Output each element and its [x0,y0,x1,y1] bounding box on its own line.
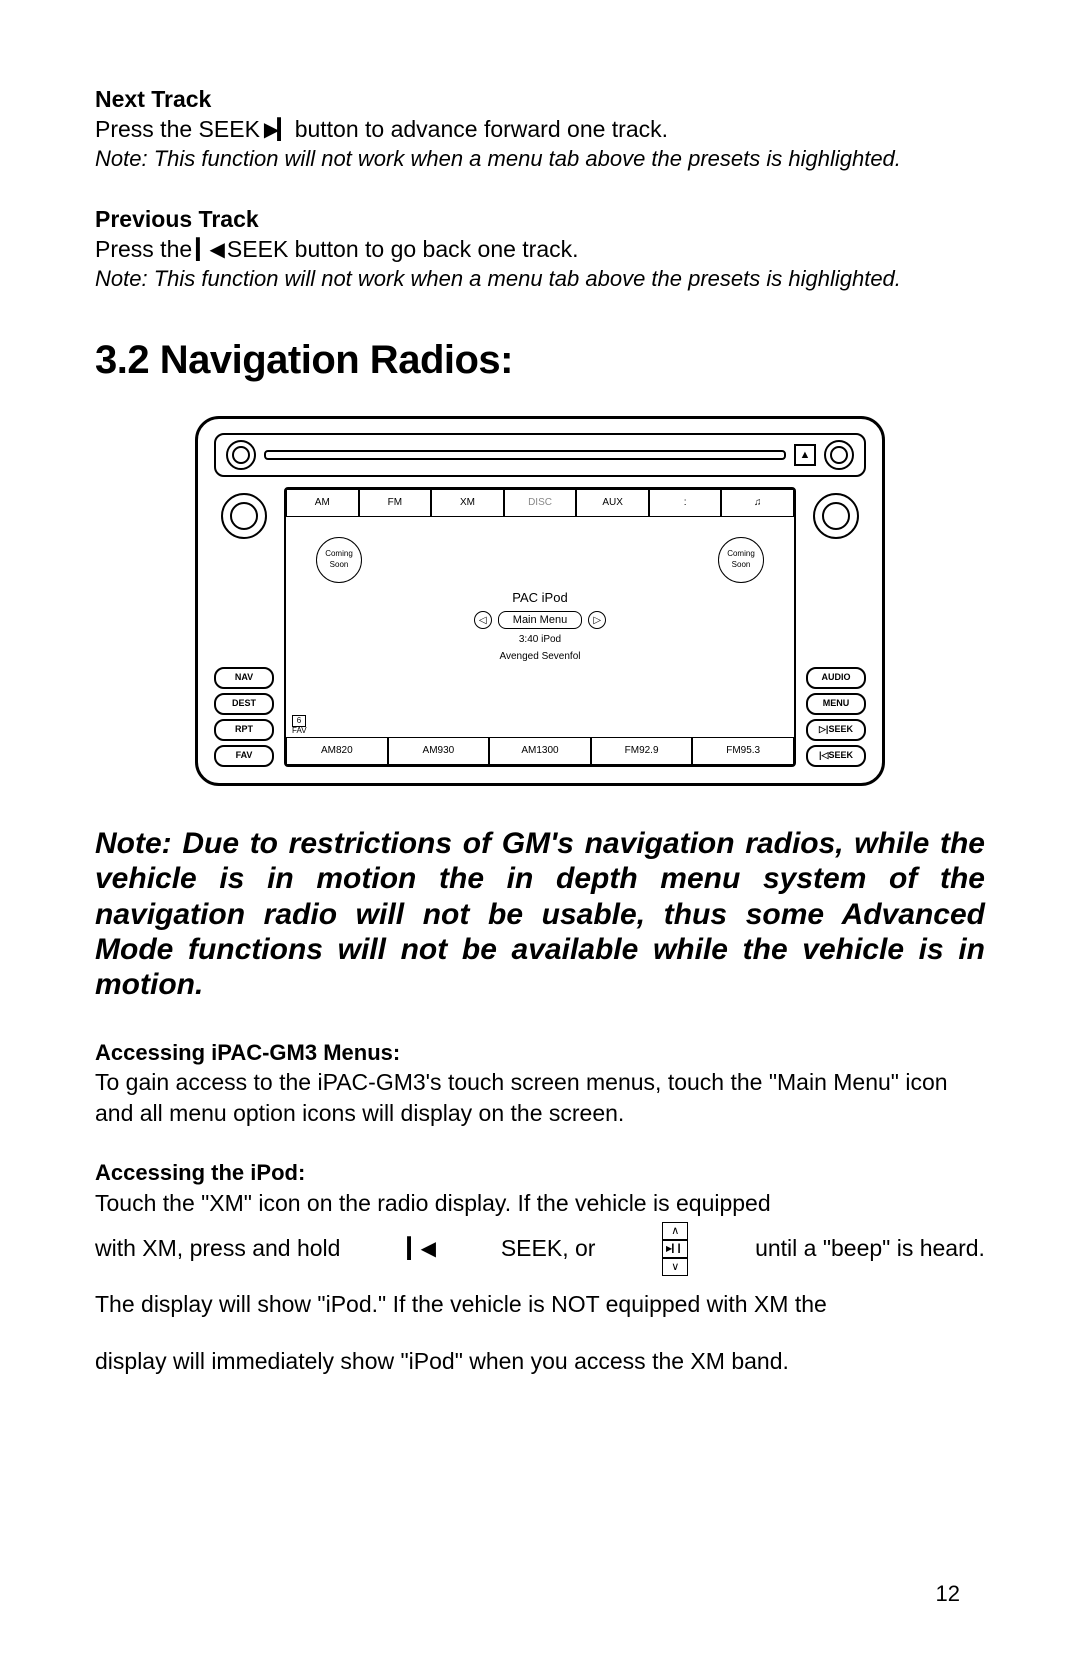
menus-body: To gain access to the iPAC-GM3's touch s… [95,1067,985,1129]
eject-icon: ▲ [794,444,816,466]
ipod-line4: display will immediately show "iPod" whe… [95,1346,985,1377]
next-track-heading: Next Track [95,85,985,115]
rpt-button: RPT [214,719,274,741]
ipod-line2: with XM, press and hold ▎◀ SEEK, or ∧ ▶▎… [95,1219,985,1279]
down-icon: ∨ [662,1258,688,1276]
seek-forward-icon: ▶▎ [264,117,291,143]
audio-button: AUDIO [806,667,866,689]
tune-knob-icon [813,493,859,539]
right-column: AUDIO MENU ▷|SEEK |◁SEEK [806,487,866,767]
tab-xm: XM [431,489,504,517]
note-text: This function will not work when a menu … [154,266,901,291]
preset: AM1300 [489,737,591,765]
text: SEEK, or [501,1234,596,1264]
note-label: Note: [95,146,154,171]
tab-am: AM [286,489,359,517]
preset: FM95.3 [692,737,794,765]
fav-num: 6 [292,715,306,727]
tab-music-icon [721,489,794,517]
coming-soon-right: Coming Soon [718,537,764,583]
radio-screen: AM FM XM DISC AUX : Coming Soon Coming S… [284,487,796,767]
nav-button: NAV [214,667,274,689]
volume-knob-icon [221,493,267,539]
prev-track-line: Press the ▎◀ SEEK button to go back one … [95,235,985,265]
cd-slot-row: ▲ [214,433,866,477]
left-column: NAV DEST RPT FAV [214,487,274,767]
text: until a "beep" is heard. [755,1234,985,1264]
screen-title: PAC iPod [512,590,567,607]
next-track-line: Press the SEEK ▶▎ button to advance forw… [95,115,985,145]
next-arrow-icon: ▷ [588,611,606,629]
up-icon: ∧ [662,1222,688,1240]
note-label: Note: [95,266,154,291]
note-text: This function will not work when a menu … [154,146,901,171]
main-menu-pill: Main Menu [498,611,582,629]
text: with XM, press and hold [95,1234,340,1264]
screen-content: Coming Soon Coming Soon PAC iPod ◁ Main … [286,517,794,737]
text: Press the [95,235,192,265]
knob-icon [226,440,256,470]
page-number: 12 [936,1580,960,1609]
text: button to advance forward one track. [295,115,668,145]
tab-info: : [649,489,722,517]
preset: FM92.9 [591,737,693,765]
prev-arrow-icon: ◁ [474,611,492,629]
ipod-heading: Accessing the iPod: [95,1159,985,1188]
coming-soon-left: Coming Soon [316,537,362,583]
section-heading: 3.2 Navigation Radios: [95,334,985,386]
seek-back-button: |◁SEEK [806,745,866,767]
preset-row: AM820 AM930 AM1300 FM92.9 FM95.3 [286,737,794,765]
restriction-note: Note: Due to restrictions of GM's naviga… [95,826,985,1003]
fav-button: FAV [214,745,274,767]
ipod-line3: The display will show "iPod." If the veh… [95,1289,985,1320]
screen-artist: Avenged Sevenfol [500,650,581,663]
fav-indicator: 6 FAV [292,715,307,735]
menu-button: MENU [806,693,866,715]
tab-row: AM FM XM DISC AUX : [286,489,794,517]
ipod-line1: Touch the "XM" icon on the radio display… [95,1188,985,1219]
screen-time: 3:40 iPod [519,633,561,646]
tab-fm: FM [359,489,432,517]
prev-track-heading: Previous Track [95,205,985,235]
menus-heading: Accessing iPAC-GM3 Menus: [95,1039,985,1068]
seek-stack-icon: ∧ ▶▎▎ ∨ [662,1222,688,1276]
knob-icon [824,440,854,470]
tab-disc: DISC [504,489,577,517]
seek-back-icon: ▎◀ [196,237,223,263]
tab-aux: AUX [576,489,649,517]
preset: AM930 [388,737,490,765]
play-pause-icon: ▶▎▎ [662,1240,688,1258]
radio-bezel: ▲ NAV DEST RPT FAV AM FM XM DISC AUX [195,416,885,786]
seek-fwd-button: ▷|SEEK [806,719,866,741]
text: SEEK button to go back one track. [227,235,579,265]
preset: AM820 [286,737,388,765]
radio-diagram: ▲ NAV DEST RPT FAV AM FM XM DISC AUX [95,416,985,786]
text: Press the SEEK [95,115,260,145]
next-track-note: Note: This function will not work when a… [95,145,985,174]
prev-track-note: Note: This function will not work when a… [95,265,985,294]
dest-button: DEST [214,693,274,715]
seek-back-icon: ▎◀ [407,1236,434,1262]
fav-label: FAV [292,727,307,735]
cd-slot [264,450,786,460]
